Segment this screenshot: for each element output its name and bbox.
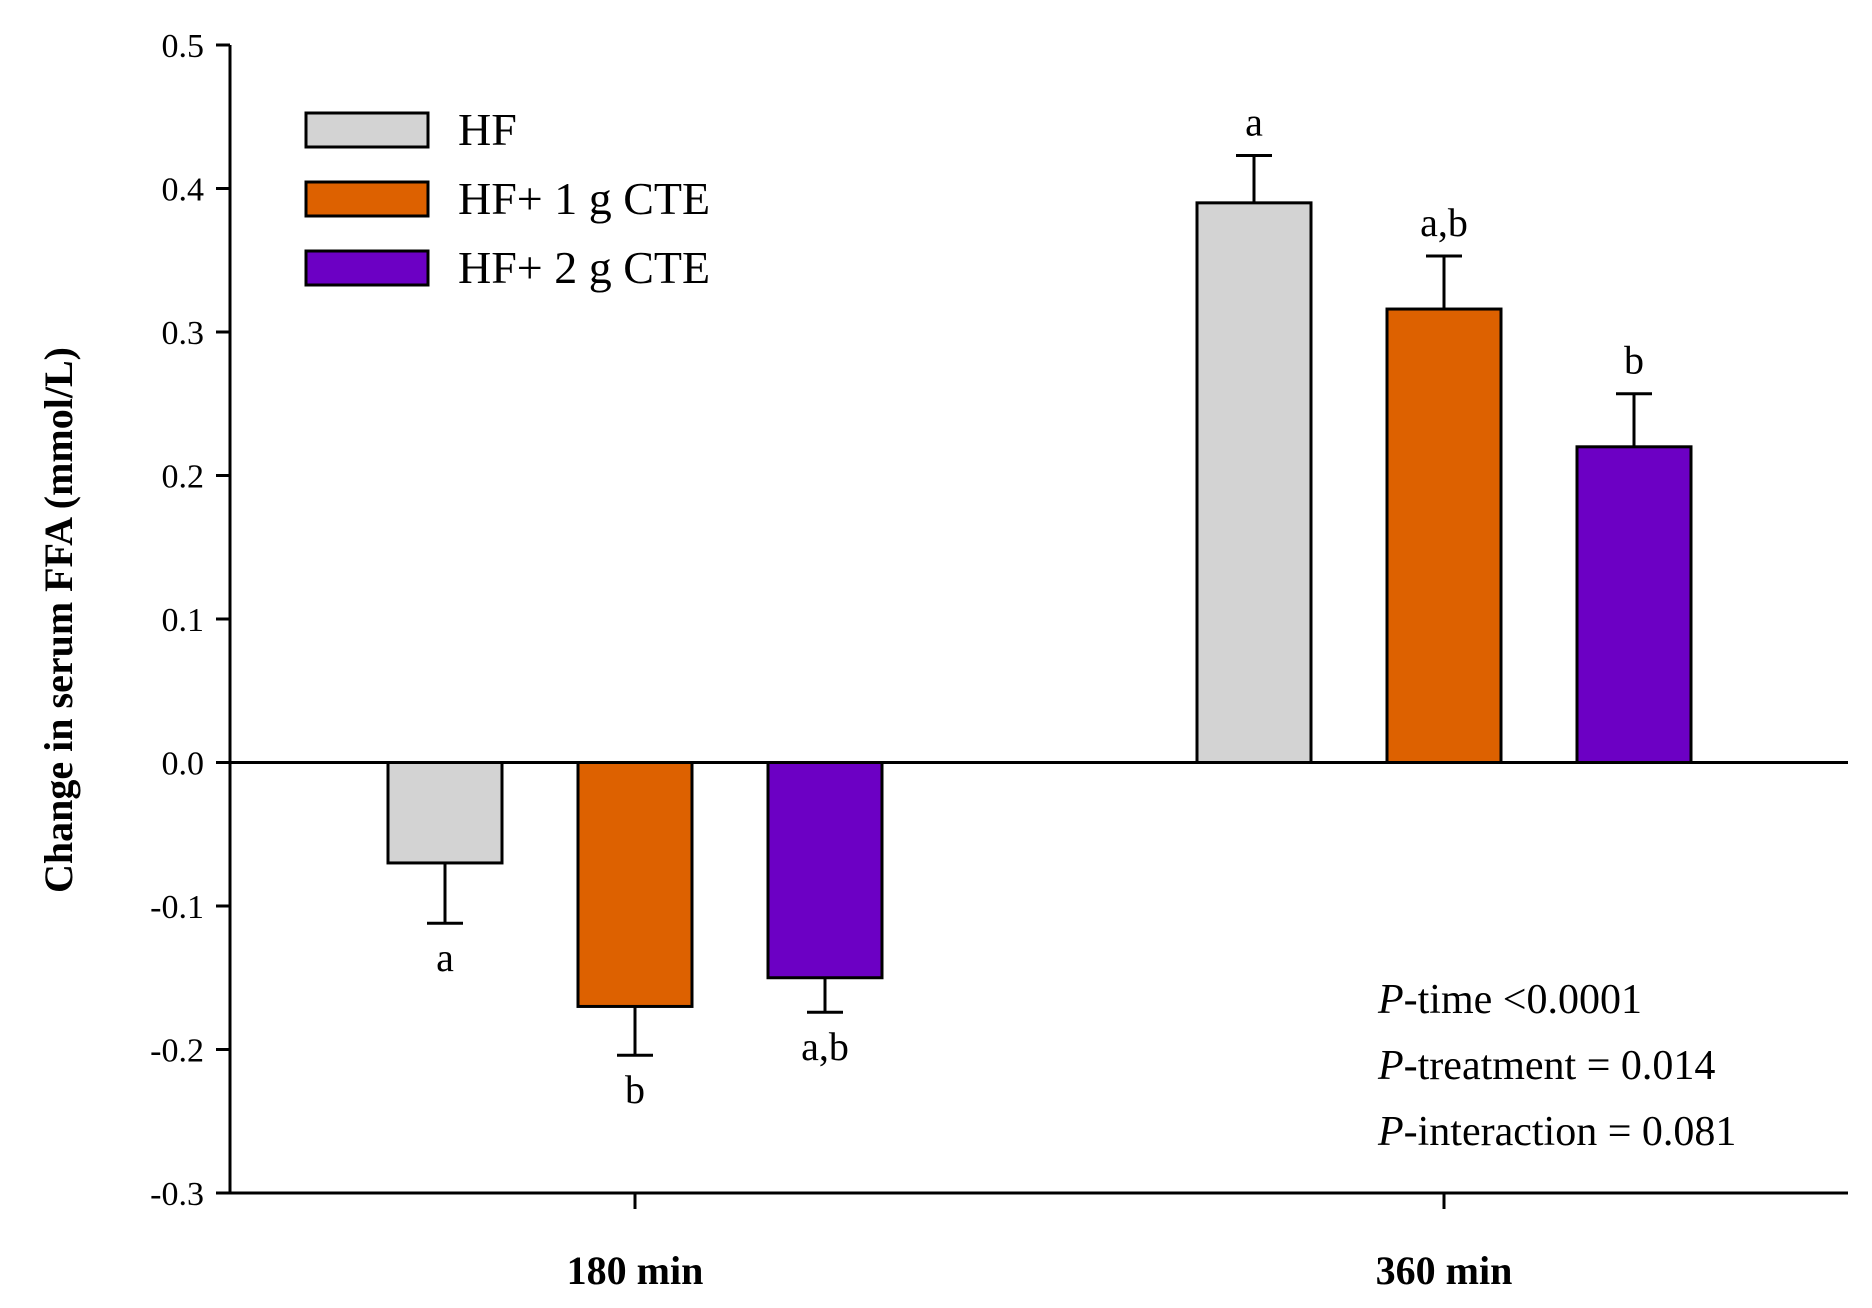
- legend-label: HF: [458, 104, 517, 155]
- y-tick-label: 0.4: [162, 172, 205, 209]
- significance-label: a: [436, 935, 454, 980]
- x-category-label: 180 min: [567, 1248, 704, 1293]
- legend-swatch: [304, 180, 430, 218]
- y-tick-label: 0.0: [162, 746, 205, 783]
- y-tick-label: -0.1: [150, 889, 204, 926]
- legend: HF HF+ 1 g CTE HF+ 2 g CTE: [304, 104, 710, 293]
- bars: [386, 153, 1693, 1057]
- y-tick-label: 0.5: [162, 28, 205, 65]
- bar: [576, 761, 694, 1008]
- legend-label: HF+ 1 g CTE: [458, 173, 710, 224]
- y-tick-label: 0.1: [162, 602, 205, 639]
- y-tick-label: -0.2: [150, 1033, 204, 1070]
- significance-label: b: [625, 1067, 645, 1112]
- y-tick-label: 0.2: [162, 459, 205, 496]
- bar: [1575, 445, 1693, 764]
- y-tick-label: -0.3: [150, 1176, 204, 1213]
- significance-label: b: [1624, 338, 1644, 383]
- y-axis-label: Change in serum FFA (mmol/L): [36, 347, 81, 893]
- y-tick-label: 0.3: [162, 315, 205, 352]
- stat-line: P-time <0.0001: [1377, 977, 1642, 1023]
- significance-label: a,b: [801, 1024, 849, 1069]
- legend-swatch: [304, 249, 430, 287]
- bar: [386, 761, 504, 865]
- significance-label: a: [1245, 99, 1263, 144]
- stat-line: P-treatment = 0.014: [1377, 1043, 1715, 1089]
- bar: [766, 761, 884, 980]
- stat-line: P-interaction = 0.081: [1377, 1109, 1736, 1155]
- significance-labels: a a b a,b a,b b: [436, 99, 1644, 1112]
- x-axis: 180 min 360 min: [230, 1191, 1848, 1293]
- y-axis: -0.3 -0.2 -0.1 0.0 0.1 0.2 0.3 0.4 0.5: [150, 28, 232, 1213]
- significance-label: a,b: [1420, 200, 1468, 245]
- stat-text: -interaction = 0.081: [1404, 1109, 1737, 1155]
- stat-p-symbol: P: [1377, 977, 1404, 1023]
- bar: [1385, 307, 1503, 764]
- legend-label: HF+ 2 g CTE: [458, 242, 710, 293]
- bar: [1195, 201, 1313, 765]
- stat-text: -time <0.0001: [1404, 977, 1642, 1023]
- stat-text: -treatment = 0.014: [1404, 1043, 1716, 1089]
- stat-p-symbol: P: [1377, 1109, 1404, 1155]
- stat-p-symbol: P: [1377, 1043, 1404, 1089]
- legend-swatch: [304, 111, 430, 149]
- x-category-label: 360 min: [1376, 1248, 1513, 1293]
